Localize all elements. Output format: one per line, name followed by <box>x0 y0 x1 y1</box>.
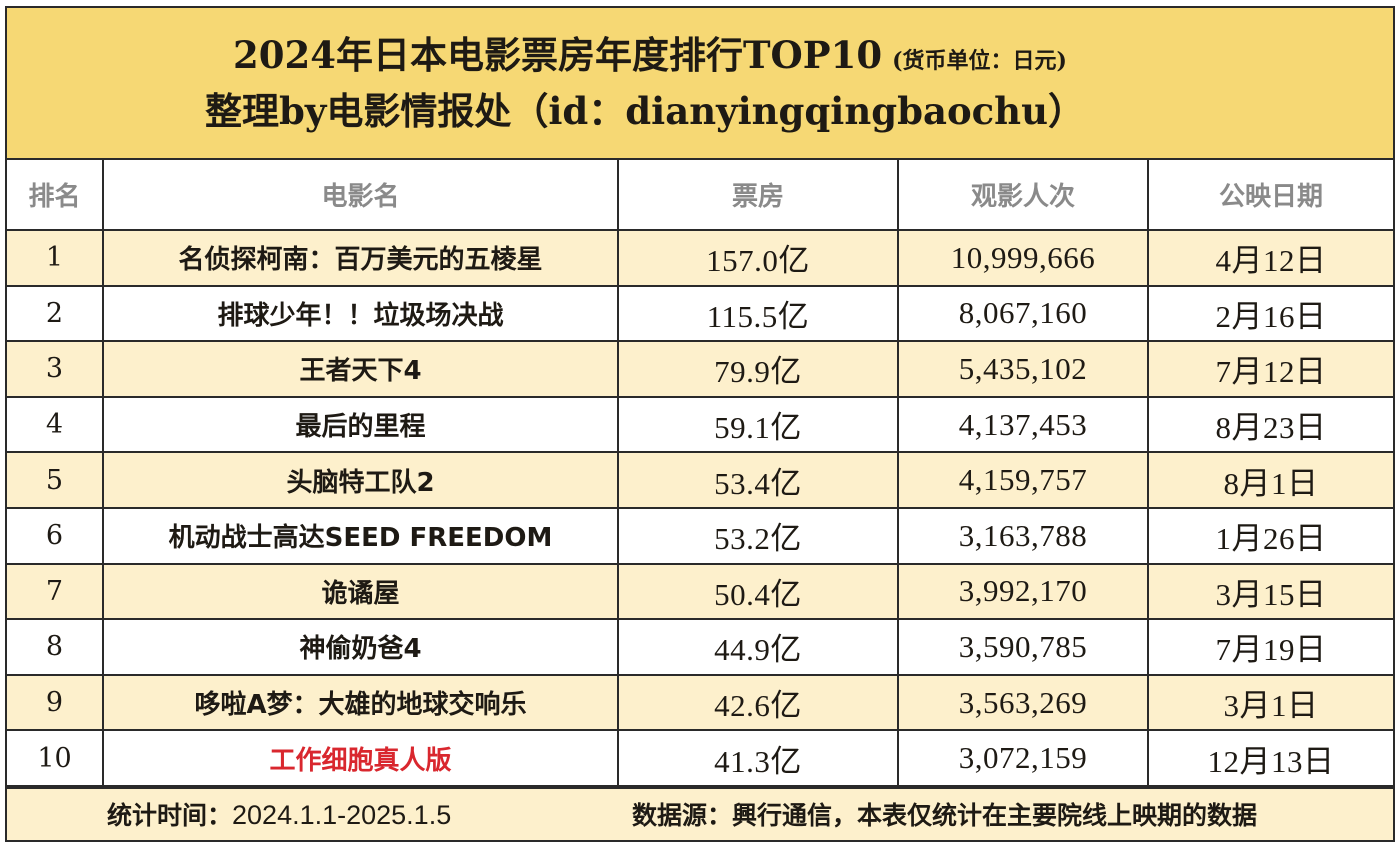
release-date-cell: 7月19日 <box>1147 618 1393 676</box>
header-release-date: 公映日期 <box>1147 160 1393 231</box>
admissions-cell: 8,067,160 <box>897 284 1149 343</box>
release-date-cell: 1月26日 <box>1147 506 1393 565</box>
table-row: 5 头脑特工队2 53.4亿 4,159,757 8月1日 <box>7 451 1393 509</box>
movie-title-cell: 名侦探柯南：百万美元的五棱星 <box>102 229 619 287</box>
movie-title-cell: 最后的里程 <box>102 395 619 454</box>
release-date-cell: 8月23日 <box>1147 395 1393 454</box>
admissions-cell: 10,999,666 <box>897 229 1149 287</box>
movie-title-cell: 诡谲屋 <box>102 562 619 621</box>
title-block: 2024年日本电影票房年度排行TOP10 (货币单位：日元) 整理by电影情报处（… <box>7 8 1393 160</box>
release-date-cell: 2月16日 <box>1147 284 1393 343</box>
gross-cell: 42.6亿 <box>617 673 899 732</box>
release-date-cell: 4月12日 <box>1147 229 1393 287</box>
rank-cell: 4 <box>7 395 104 454</box>
movie-title-cell: 哆啦A梦：大雄的地球交响乐 <box>102 673 619 732</box>
statistics-period-value: 2024.1.1-2025.1.5 <box>232 800 452 831</box>
movie-title-cell: 神偷奶爸4 <box>102 618 619 676</box>
table-row: 2 排球少年！！垃圾场决战 115.5亿 8,067,160 2月16日 <box>7 284 1393 343</box>
gross-cell: 41.3亿 <box>617 729 899 787</box>
table-row: 6 机动战士高达SEED FREEDOM 53.2亿 3,163,788 1月26日 <box>7 506 1393 565</box>
admissions-cell: 3,163,788 <box>897 506 1149 565</box>
gross-cell: 53.2亿 <box>617 506 899 565</box>
table-row: 7 诡谲屋 50.4亿 3,992,170 3月15日 <box>7 562 1393 621</box>
rank-cell: 8 <box>7 618 104 676</box>
table-header-row: 排名 电影名 票房 观影人次 公映日期 <box>7 160 1393 231</box>
page-subtitle: 整理by电影情报处（id：dianyingqingbaochu） <box>205 89 1085 133</box>
rank-cell: 1 <box>7 229 104 287</box>
rank-cell: 3 <box>7 340 104 398</box>
rank-cell: 9 <box>7 673 104 732</box>
header-title: 电影名 <box>102 160 619 231</box>
admissions-cell: 3,563,269 <box>897 673 1149 732</box>
gross-cell: 115.5亿 <box>617 284 899 343</box>
gross-cell: 50.4亿 <box>617 562 899 621</box>
table-row: 4 最后的里程 59.1亿 4,137,453 8月23日 <box>7 395 1393 454</box>
statistics-period-label: 统计时间： <box>107 801 233 831</box>
admissions-cell: 5,435,102 <box>897 340 1149 398</box>
header-admissions: 观影人次 <box>897 160 1149 231</box>
gross-cell: 53.4亿 <box>617 451 899 509</box>
rank-cell: 6 <box>7 506 104 565</box>
movie-title-cell: 头脑特工队2 <box>102 451 619 509</box>
admissions-cell: 4,137,453 <box>897 395 1149 454</box>
admissions-cell: 3,072,159 <box>897 729 1149 787</box>
admissions-cell: 4,159,757 <box>897 451 1149 509</box>
gross-cell: 157.0亿 <box>617 229 899 287</box>
footer-notes: 统计时间：2024.1.1-2025.1.5 数据源：興行通信，本表仅统计在主要… <box>7 786 1393 840</box>
box-office-ranking-sheet: 2024年日本电影票房年度排行TOP10 (货币单位：日元) 整理by电影情报处（… <box>5 6 1395 842</box>
table-row: 3 王者天下4 79.9亿 5,435,102 7月12日 <box>7 340 1393 398</box>
release-date-cell: 8月1日 <box>1147 451 1393 509</box>
admissions-cell: 3,590,785 <box>897 618 1149 676</box>
gross-cell: 44.9亿 <box>617 618 899 676</box>
movie-title-cell: 排球少年！！垃圾场决战 <box>102 284 619 343</box>
movie-title-cell: 工作细胞真人版 <box>102 729 619 787</box>
movie-title-cell: 王者天下4 <box>102 340 619 398</box>
rank-cell: 10 <box>7 729 104 787</box>
release-date-cell: 7月12日 <box>1147 340 1393 398</box>
table-row: 10 工作细胞真人版 41.3亿 3,072,159 12月13日 <box>7 729 1393 787</box>
gross-cell: 59.1亿 <box>617 395 899 454</box>
rank-cell: 7 <box>7 562 104 621</box>
page-title: 2024年日本电影票房年度排行TOP10 (货币单位：日元) <box>233 30 1067 86</box>
admissions-cell: 3,992,170 <box>897 562 1149 621</box>
title-text: 2024年日本电影票房年度排行TOP10 <box>233 33 883 77</box>
gross-cell: 79.9亿 <box>617 340 899 398</box>
currency-unit-note: (货币单位：日元) <box>892 48 1067 74</box>
ranking-table: 排名 电影名 票房 观影人次 公映日期 1 名侦探柯南：百万美元的五棱星 157.0… <box>7 160 1393 787</box>
release-date-cell: 3月1日 <box>1147 673 1393 732</box>
header-gross: 票房 <box>617 160 899 231</box>
table-row: 8 神偷奶爸4 44.9亿 3,590,785 7月19日 <box>7 618 1393 676</box>
rank-cell: 2 <box>7 284 104 343</box>
statistics-period: 统计时间：2024.1.1-2025.1.5 <box>107 796 632 832</box>
movie-title-cell: 机动战士高达SEED FREEDOM <box>102 506 619 565</box>
release-date-cell: 12月13日 <box>1147 729 1393 787</box>
rank-cell: 5 <box>7 451 104 509</box>
data-source-note: 数据源：興行通信，本表仅统计在主要院线上映期的数据 <box>632 801 1258 831</box>
table-row: 1 名侦探柯南：百万美元的五棱星 157.0亿 10,999,666 4月12日 <box>7 229 1393 287</box>
table-row: 9 哆啦A梦：大雄的地球交响乐 42.6亿 3,563,269 3月1日 <box>7 673 1393 732</box>
header-rank: 排名 <box>7 160 104 231</box>
release-date-cell: 3月15日 <box>1147 562 1393 621</box>
